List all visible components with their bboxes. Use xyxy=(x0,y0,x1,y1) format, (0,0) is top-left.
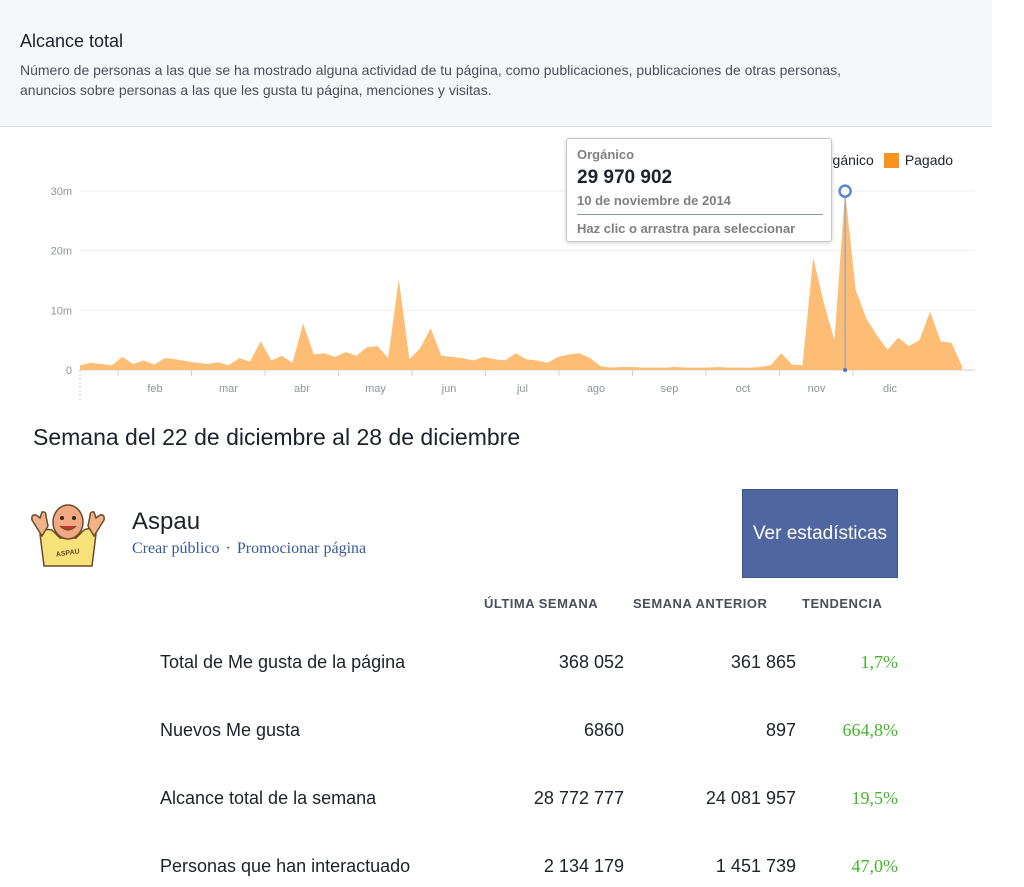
row-last-week: 28 772 777 xyxy=(533,788,624,808)
row-last-week: 368 052 xyxy=(558,652,624,672)
col-header-trend: TENDENCIA xyxy=(802,596,883,611)
view-insights-button[interactable]: Ver estadísticas xyxy=(742,489,898,578)
table-row: Personas que han interactuado 2 134 179 … xyxy=(0,856,1024,886)
x-tick-label: sep xyxy=(661,383,679,395)
col-header-last-week: ÚLTIMA SEMANA xyxy=(484,596,599,611)
row-label: Alcance total de la semana xyxy=(160,788,377,808)
create-audience-link[interactable]: Crear público xyxy=(132,540,220,557)
section-description: Número de personas a las que se ha mostr… xyxy=(20,62,842,98)
tooltip-date: 10 de noviembre de 2014 xyxy=(577,193,731,208)
row-previous-week: 24 081 957 xyxy=(705,788,796,808)
tooltip-divider xyxy=(577,214,823,215)
row-label: Personas que han interactuado xyxy=(160,856,411,876)
row-label: Nuevos Me gusta xyxy=(160,720,301,740)
x-tick-label: abr xyxy=(294,383,310,395)
legend-paid-swatch[interactable] xyxy=(883,152,899,168)
col-header-previous-week: SEMANA ANTERIOR xyxy=(633,596,768,611)
x-tick-label: mar xyxy=(219,383,238,395)
y-tick-label: 20m xyxy=(51,246,72,258)
x-tick-label: may xyxy=(365,383,386,395)
tooltip-hint: Haz clic o arrastra para seleccionar xyxy=(577,221,796,236)
row-last-week: 6860 xyxy=(583,720,624,740)
x-tick-label: nov xyxy=(808,383,826,395)
row-previous-week: 361 865 xyxy=(730,652,796,672)
chart-tooltip: Orgánico 29 970 902 10 de noviembre de 2… xyxy=(566,138,832,242)
row-trend: 664,8% xyxy=(842,720,899,740)
y-tick-label: 0 xyxy=(66,365,72,377)
hover-marker xyxy=(838,184,852,198)
row-previous-week: 1 451 739 xyxy=(715,856,796,876)
x-tick-label: feb xyxy=(147,383,162,395)
page-actions: Crear público · Promocionar página xyxy=(132,540,366,558)
page-avatar[interactable]: ASPAU xyxy=(30,500,106,570)
organic-area xyxy=(80,191,962,370)
table-row: Alcance total de la semana 28 772 777 24… xyxy=(0,788,1024,818)
row-trend: 1,7% xyxy=(860,652,899,672)
section-title: Alcance total xyxy=(20,31,124,51)
page-name[interactable]: Aspau xyxy=(132,508,201,535)
hover-baseline-dot xyxy=(843,368,848,372)
row-trend: 47,0% xyxy=(851,856,899,876)
y-tick-label: 30m xyxy=(51,186,72,198)
x-tick-label: jul xyxy=(516,383,528,395)
reach-header: Alcance total Número de personas a las q… xyxy=(0,0,992,127)
promote-page-link[interactable]: Promocionar página xyxy=(236,540,367,557)
y-tick-label: 10m xyxy=(51,305,72,317)
row-previous-week: 897 xyxy=(765,720,796,740)
table-row: Nuevos Me gusta 6860 897 664,8% xyxy=(0,720,1024,750)
row-last-week: 2 134 179 xyxy=(543,856,624,876)
week-title: Semana del 22 de diciembre al 28 de dici… xyxy=(33,424,521,450)
avatar-text: ASPAU xyxy=(55,548,80,558)
legend-paid-label[interactable]: Pagado xyxy=(904,152,954,168)
table-row: Total de Me gusta de la página 368 052 3… xyxy=(0,652,1024,682)
row-label: Total de Me gusta de la página xyxy=(160,652,406,672)
tooltip-value: 29 970 902 xyxy=(577,167,673,188)
tooltip-series: Orgánico xyxy=(577,147,635,162)
x-tick-label: ago xyxy=(587,383,605,395)
link-separator: · xyxy=(225,540,231,557)
row-trend: 19,5% xyxy=(851,788,899,808)
reach-chart[interactable]: 30m 20m 10m 0 feb mar abr may jun jul ago sep oct nov… xyxy=(0,128,992,408)
x-tick-label: oct xyxy=(736,383,751,395)
x-tick-label: dic xyxy=(883,383,898,395)
x-tick-label: jun xyxy=(441,383,457,395)
